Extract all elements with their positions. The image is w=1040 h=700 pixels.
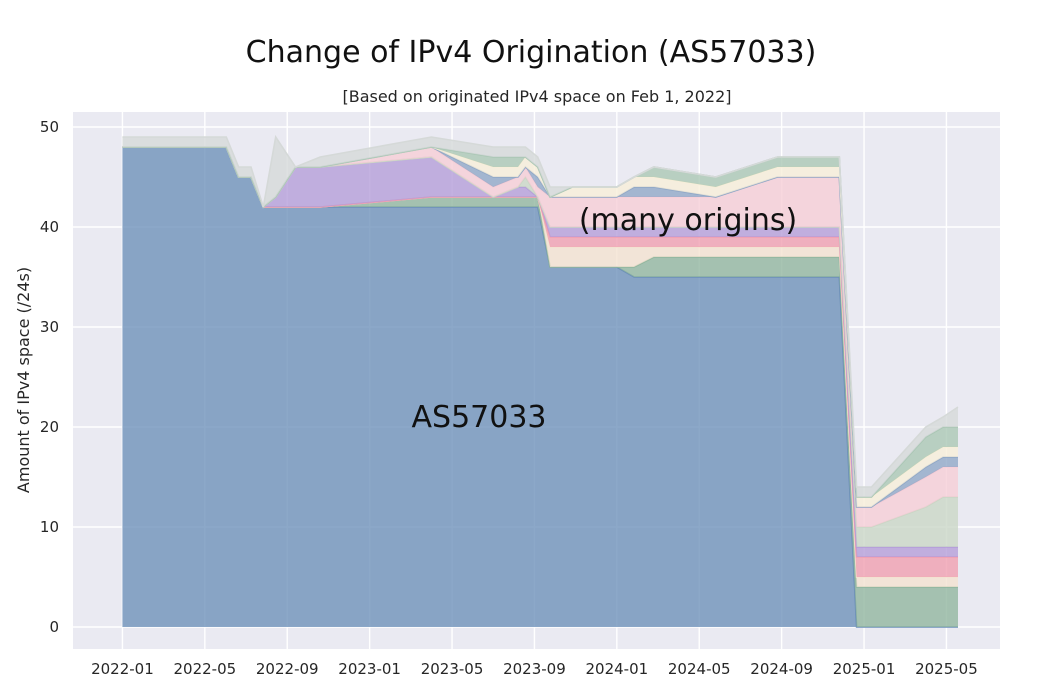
y-tick-label: 30 <box>40 318 59 336</box>
x-tick-label: 2024-09 <box>750 660 813 678</box>
x-tick-label: 2023-05 <box>421 660 484 678</box>
y-tick-label: 50 <box>40 118 59 136</box>
area-as57033 <box>122 147 958 627</box>
chart-title: Change of IPv4 Origination (AS57033) <box>246 35 817 70</box>
x-tick-label: 2023-01 <box>338 660 401 678</box>
x-tick-label: 2023-09 <box>503 660 566 678</box>
x-tick-label: 2022-01 <box>91 660 154 678</box>
y-tick-label: 40 <box>40 218 59 236</box>
x-tick-label: 2022-09 <box>256 660 319 678</box>
edge-origin-11 <box>122 134 959 488</box>
area-origin-2 <box>122 147 958 627</box>
x-tick-label: 2025-01 <box>833 660 896 678</box>
annotation-as57033: AS57033 <box>412 400 547 435</box>
stacked-areas <box>122 134 959 628</box>
x-tick-label: 2022-05 <box>173 660 236 678</box>
x-tick-label: 2025-05 <box>915 660 978 678</box>
area-origin-3 <box>122 147 958 587</box>
tick-labels: 0 10 20 30 40 50 2022-01 2022-05 2022-09 2023-01 2… <box>40 118 978 678</box>
y-axis-label: Amount of IPv4 space (/24s) <box>14 267 33 493</box>
x-tick-label: 2024-05 <box>668 660 731 678</box>
y-tick-label: 20 <box>40 418 59 436</box>
y-tick-label: 0 <box>49 618 59 636</box>
y-tick-label: 10 <box>40 518 59 536</box>
chart-subtitle: [Based on originated IPv4 space on Feb 1… <box>342 87 731 106</box>
x-tick-label: 2024-01 <box>585 660 648 678</box>
annotation-many-origins: (many origins) <box>579 203 797 238</box>
